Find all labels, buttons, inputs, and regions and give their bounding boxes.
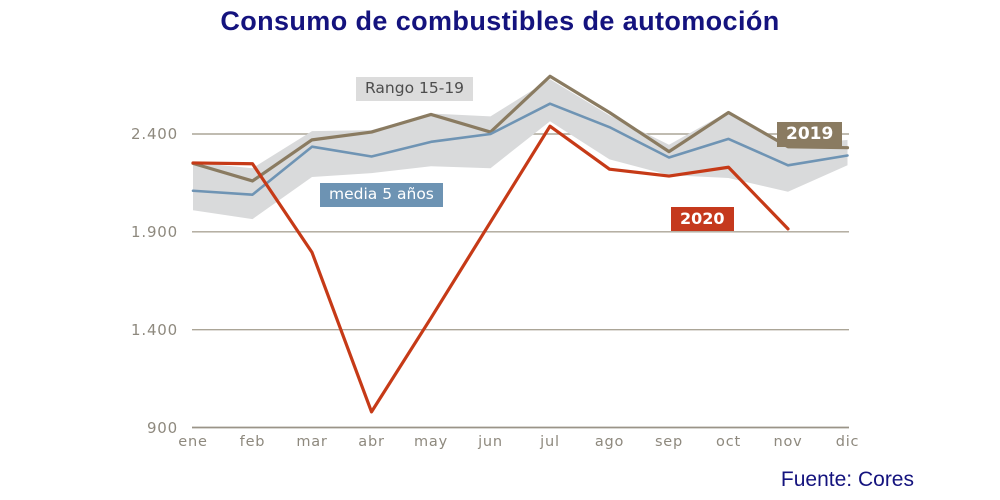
x-tick-may: may (414, 434, 448, 450)
y-tick-2400: 2.400 (131, 125, 178, 143)
x-tick-feb: feb (239, 434, 266, 450)
x-tick-ene: ene (178, 434, 208, 450)
x-tick-abr: abr (358, 434, 385, 450)
line-2020 (191, 124, 790, 414)
x-tick-mar: mar (296, 434, 328, 450)
y-tick-1400: 1.400 (131, 320, 178, 339)
x-tick-oct: oct (716, 434, 741, 450)
source-note: Fuente: Cores (780, 468, 914, 491)
legend-range-band-label: Rango 15-19 (356, 77, 474, 101)
line-media-5-años (191, 102, 849, 196)
x-tick-jun: jun (478, 434, 503, 450)
y-tick-900: 900 (146, 418, 178, 437)
legend-2020-label: 2020 (671, 207, 734, 231)
x-tick-ago: ago (594, 434, 625, 450)
x-tick-nov: nov (773, 434, 803, 450)
legend-2019-label: 2019 (777, 122, 843, 147)
x-tick-jul: jul (540, 434, 560, 450)
line-2019 (191, 74, 850, 183)
x-tick-sep: sep (654, 434, 684, 450)
y-tick-1900: 1.900 (131, 222, 178, 241)
legend-5yr-average-label: media 5 años (320, 183, 443, 207)
chart-title: Consumo de combustibles de automoción (220, 6, 780, 36)
x-tick-dic: dic (835, 434, 860, 450)
